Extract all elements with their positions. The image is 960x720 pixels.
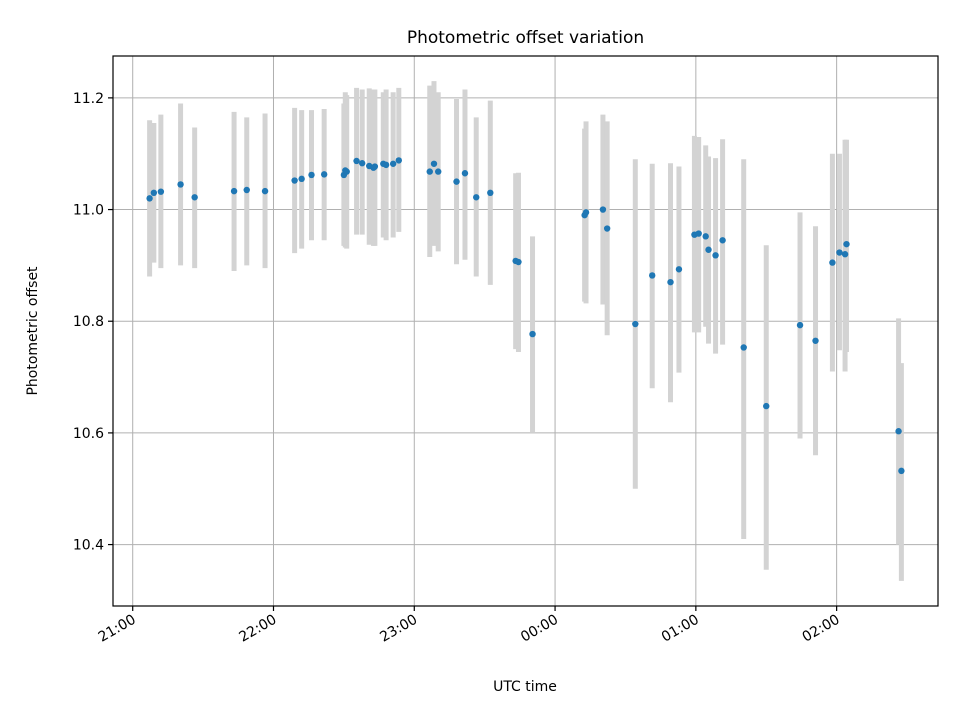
- data-point: [430, 160, 438, 167]
- grid-lines: [113, 56, 938, 606]
- data-point: [515, 258, 522, 266]
- data-point: [473, 194, 480, 201]
- data-point: [695, 230, 702, 237]
- plot-frame: [112, 55, 939, 607]
- data-point: [487, 189, 494, 197]
- data-point: [712, 252, 719, 259]
- y-tick-label: 10.6: [73, 426, 104, 442]
- data-point: [529, 330, 536, 338]
- y-axis-label: Photometric offset: [25, 266, 41, 396]
- data-point: [426, 168, 433, 175]
- data-point: [667, 278, 674, 286]
- data-point: [719, 237, 726, 244]
- data-point: [298, 175, 305, 183]
- data-point: [632, 320, 639, 328]
- y-tick-label: 11.2: [73, 91, 104, 107]
- x-axis-label: UTC time: [493, 679, 557, 695]
- data-point: [353, 157, 360, 165]
- data-point: [261, 187, 269, 195]
- data-point: [146, 195, 153, 202]
- data-point: [157, 188, 165, 195]
- data-point: [895, 428, 902, 435]
- data-point: [843, 240, 850, 248]
- data-point: [150, 189, 158, 197]
- data-point: [599, 206, 607, 213]
- data-point: [435, 168, 442, 175]
- chart-title: Photometric offset variation: [407, 28, 644, 48]
- data-point: [291, 177, 298, 184]
- data-point: [461, 170, 469, 177]
- y-tick-label: 10.8: [73, 314, 104, 330]
- data-point: [382, 161, 390, 169]
- data-point: [191, 194, 198, 201]
- data-point: [740, 344, 747, 351]
- data-point: [841, 251, 849, 258]
- data-point: [395, 157, 402, 164]
- y-tick-label: 10.4: [73, 538, 104, 554]
- data-point: [829, 259, 836, 266]
- data-point: [177, 181, 184, 188]
- data-point: [389, 160, 397, 167]
- data-points: [146, 157, 905, 475]
- data-point: [675, 266, 683, 273]
- data-point: [358, 160, 366, 167]
- data-point: [453, 178, 460, 185]
- data-point: [243, 186, 250, 194]
- data-point: [230, 187, 238, 195]
- data-point: [320, 171, 328, 178]
- data-point: [371, 163, 379, 170]
- data-point: [582, 209, 590, 216]
- data-point: [649, 272, 656, 279]
- data-point: [836, 249, 843, 256]
- data-point: [603, 225, 611, 232]
- data-point: [702, 233, 709, 240]
- y-tick-label: 11.0: [73, 203, 104, 219]
- data-point: [763, 402, 770, 410]
- data-point: [898, 467, 905, 475]
- data-point: [796, 321, 804, 329]
- data-point: [308, 171, 315, 179]
- data-point: [705, 246, 712, 253]
- data-point: [343, 168, 350, 175]
- data-point: [812, 337, 819, 344]
